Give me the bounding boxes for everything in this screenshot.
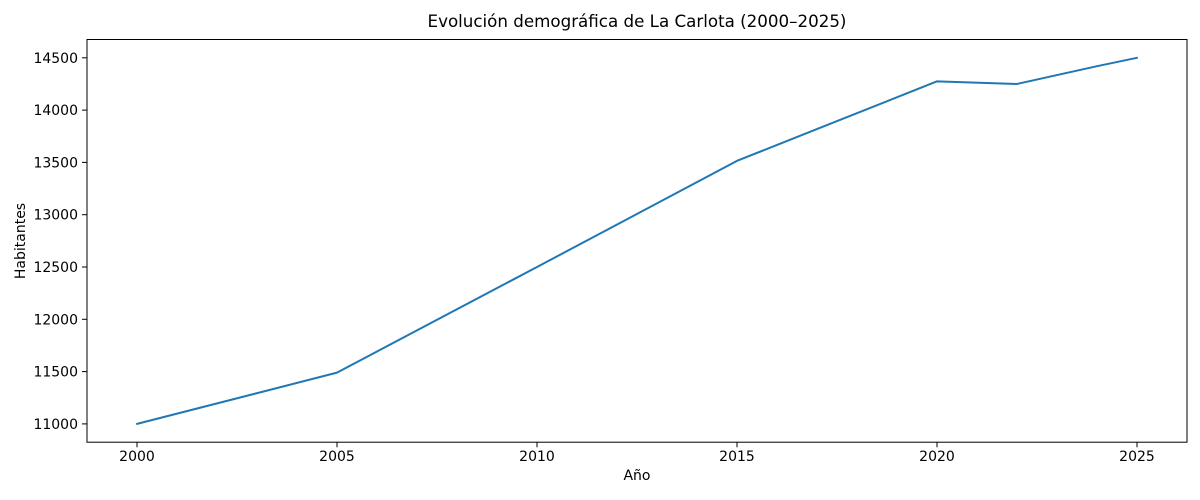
- y-tick-label: 11000: [33, 417, 78, 433]
- y-tick-label: 13500: [33, 155, 78, 171]
- x-tick-label: 2000: [119, 449, 155, 465]
- x-axis-label: Año: [623, 468, 651, 484]
- chart-title: Evolución demográfica de La Carlota (200…: [427, 11, 847, 31]
- x-tick-label: 2015: [719, 449, 755, 465]
- y-tick-label: 14500: [33, 51, 78, 67]
- x-tick-label: 2005: [319, 449, 355, 465]
- y-tick-label: 13000: [33, 208, 78, 224]
- x-tick-label: 2025: [1119, 449, 1155, 465]
- y-tick-label: 14000: [33, 103, 78, 119]
- x-tick-label: 2010: [519, 449, 555, 465]
- axes-spines: [86, 39, 1188, 443]
- y-tick-label: 11500: [33, 365, 78, 381]
- data-line-habitantes: [136, 56, 1138, 425]
- x-tick-label: 2020: [919, 449, 955, 465]
- y-tick-label: 12500: [33, 260, 78, 276]
- y-tick-label: 12000: [33, 312, 78, 328]
